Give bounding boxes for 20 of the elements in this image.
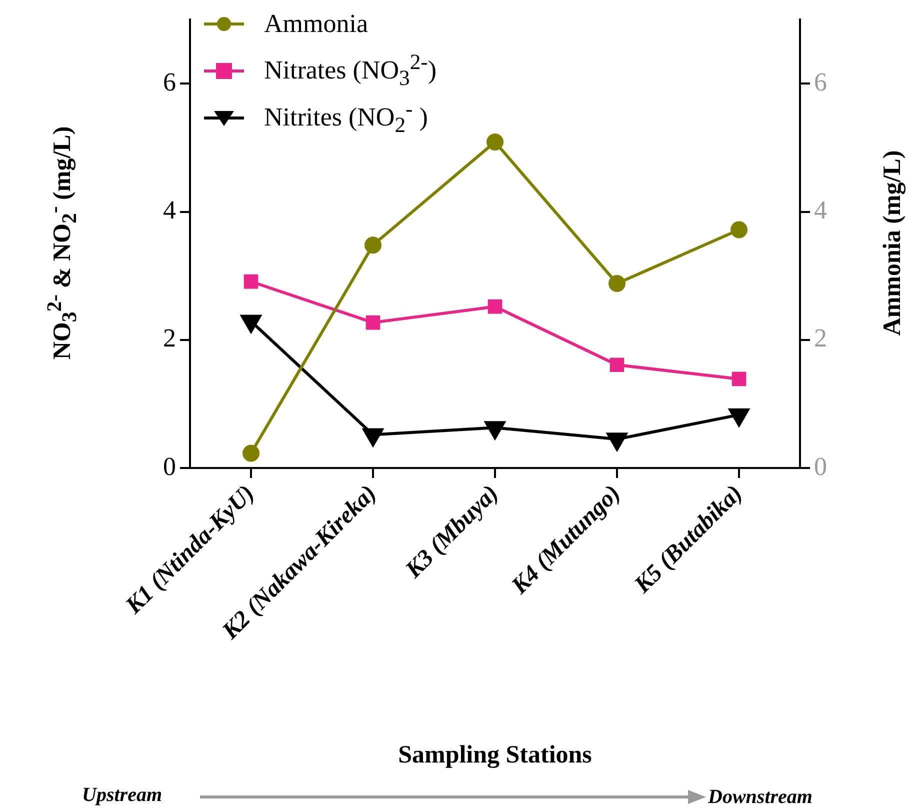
y2-tick-label: 0 [814, 452, 827, 481]
y-tick-label: 4 [163, 196, 176, 225]
text: Upstream [82, 784, 162, 807]
legend-label: Ammonia [264, 8, 368, 38]
y-tick-label: 6 [163, 67, 176, 96]
legend-label: Nitrites (NO$_{2}$$^{-}$ ) [264, 97, 428, 138]
point [242, 444, 260, 462]
y-tick-label: 0 [163, 452, 176, 481]
legend-label: Nitrates (NO$_{3}$$^{2-}$) [264, 50, 437, 91]
text: Downstream [708, 786, 812, 809]
y2-tick-label: 4 [814, 196, 827, 225]
point [364, 236, 382, 254]
y2-axis-title: Ammonia (mg/L) [879, 150, 907, 336]
x-axis-title: Sampling Stations [398, 741, 592, 768]
point [486, 133, 504, 150]
point [730, 221, 748, 238]
y2-tick-label: 2 [814, 324, 827, 353]
y2-tick-label: 6 [814, 67, 827, 96]
point [608, 275, 626, 292]
y-tick-label: 2 [163, 324, 176, 353]
